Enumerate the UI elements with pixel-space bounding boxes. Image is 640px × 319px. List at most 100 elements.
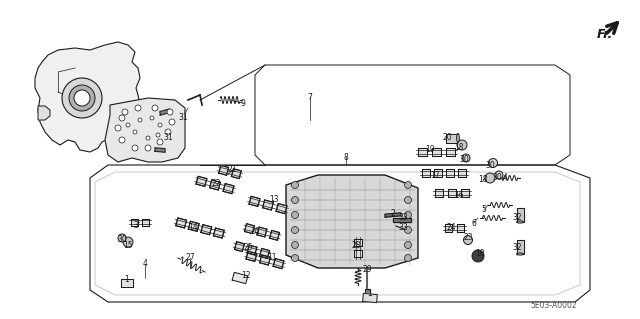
Circle shape <box>472 250 484 262</box>
Polygon shape <box>155 148 165 152</box>
Polygon shape <box>219 166 228 175</box>
Circle shape <box>145 145 151 151</box>
Text: 13: 13 <box>269 196 279 204</box>
Circle shape <box>157 139 163 145</box>
Circle shape <box>291 211 298 219</box>
Text: 25: 25 <box>243 243 253 253</box>
Circle shape <box>115 125 121 131</box>
Circle shape <box>122 109 128 115</box>
Polygon shape <box>431 148 440 156</box>
Text: 17: 17 <box>430 170 440 180</box>
Text: 1: 1 <box>367 288 372 298</box>
Text: 14: 14 <box>188 224 198 233</box>
Polygon shape <box>196 176 207 186</box>
Text: 30: 30 <box>485 160 495 169</box>
Polygon shape <box>516 240 524 254</box>
Polygon shape <box>214 228 224 238</box>
Circle shape <box>404 182 412 189</box>
Polygon shape <box>244 224 254 234</box>
Circle shape <box>462 154 470 162</box>
Text: 32: 32 <box>512 243 522 253</box>
Circle shape <box>62 78 102 118</box>
Polygon shape <box>363 293 378 303</box>
Circle shape <box>74 90 90 106</box>
Polygon shape <box>446 133 458 143</box>
Text: 33: 33 <box>398 224 408 233</box>
Circle shape <box>118 234 126 242</box>
Polygon shape <box>223 184 234 194</box>
Circle shape <box>167 109 173 115</box>
Polygon shape <box>393 218 411 222</box>
Text: 4: 4 <box>143 259 147 269</box>
Circle shape <box>132 145 138 151</box>
Text: 5E03-A0002: 5E03-A0002 <box>530 301 577 310</box>
Polygon shape <box>269 230 280 240</box>
Text: 30: 30 <box>492 174 502 182</box>
Text: 28: 28 <box>351 241 361 249</box>
Circle shape <box>404 197 412 204</box>
Circle shape <box>291 226 298 234</box>
Text: 33: 33 <box>398 213 408 222</box>
Text: 32: 32 <box>512 212 522 221</box>
Text: 24: 24 <box>446 224 456 233</box>
Polygon shape <box>188 221 199 231</box>
Text: 31: 31 <box>178 113 188 122</box>
Circle shape <box>291 182 298 189</box>
Circle shape <box>133 130 137 134</box>
Text: 16: 16 <box>454 190 464 199</box>
Polygon shape <box>354 239 362 246</box>
Text: 20: 20 <box>442 133 452 143</box>
Polygon shape <box>417 148 426 156</box>
Polygon shape <box>461 189 469 197</box>
Circle shape <box>291 255 298 262</box>
Polygon shape <box>232 272 248 284</box>
Text: 4: 4 <box>502 174 508 182</box>
Polygon shape <box>232 169 241 179</box>
Circle shape <box>404 241 412 249</box>
Polygon shape <box>262 200 273 210</box>
Text: 30: 30 <box>459 155 469 165</box>
Polygon shape <box>257 227 267 237</box>
Ellipse shape <box>457 133 460 143</box>
Text: 30: 30 <box>117 235 127 244</box>
Circle shape <box>165 129 171 135</box>
Circle shape <box>158 123 162 127</box>
Text: 5: 5 <box>481 205 486 214</box>
Circle shape <box>135 105 141 111</box>
Polygon shape <box>160 109 170 115</box>
Polygon shape <box>446 169 454 177</box>
Circle shape <box>123 237 133 247</box>
Polygon shape <box>434 169 442 177</box>
Polygon shape <box>247 245 257 255</box>
Text: 23: 23 <box>463 234 473 242</box>
Text: 15: 15 <box>123 241 133 249</box>
Polygon shape <box>458 169 466 177</box>
Text: 6: 6 <box>472 219 476 227</box>
Polygon shape <box>142 219 149 226</box>
Ellipse shape <box>516 253 524 255</box>
Text: 18: 18 <box>454 144 464 152</box>
Circle shape <box>485 173 495 183</box>
Polygon shape <box>234 242 244 252</box>
Polygon shape <box>210 180 220 190</box>
Text: 19: 19 <box>425 145 435 154</box>
Text: 31: 31 <box>163 133 173 143</box>
Polygon shape <box>105 98 185 162</box>
Text: 12: 12 <box>241 271 251 279</box>
Circle shape <box>119 137 125 143</box>
Text: 26: 26 <box>250 227 260 236</box>
Circle shape <box>463 235 472 244</box>
Polygon shape <box>354 250 362 257</box>
Polygon shape <box>121 279 133 287</box>
Ellipse shape <box>516 221 524 223</box>
Circle shape <box>146 136 150 140</box>
Circle shape <box>119 115 125 121</box>
Text: 21: 21 <box>227 166 237 174</box>
Polygon shape <box>176 218 186 228</box>
Polygon shape <box>445 224 451 232</box>
Text: 8: 8 <box>344 152 348 161</box>
Text: 29: 29 <box>362 265 372 275</box>
Circle shape <box>495 171 503 179</box>
Polygon shape <box>249 197 260 206</box>
Polygon shape <box>448 189 456 197</box>
